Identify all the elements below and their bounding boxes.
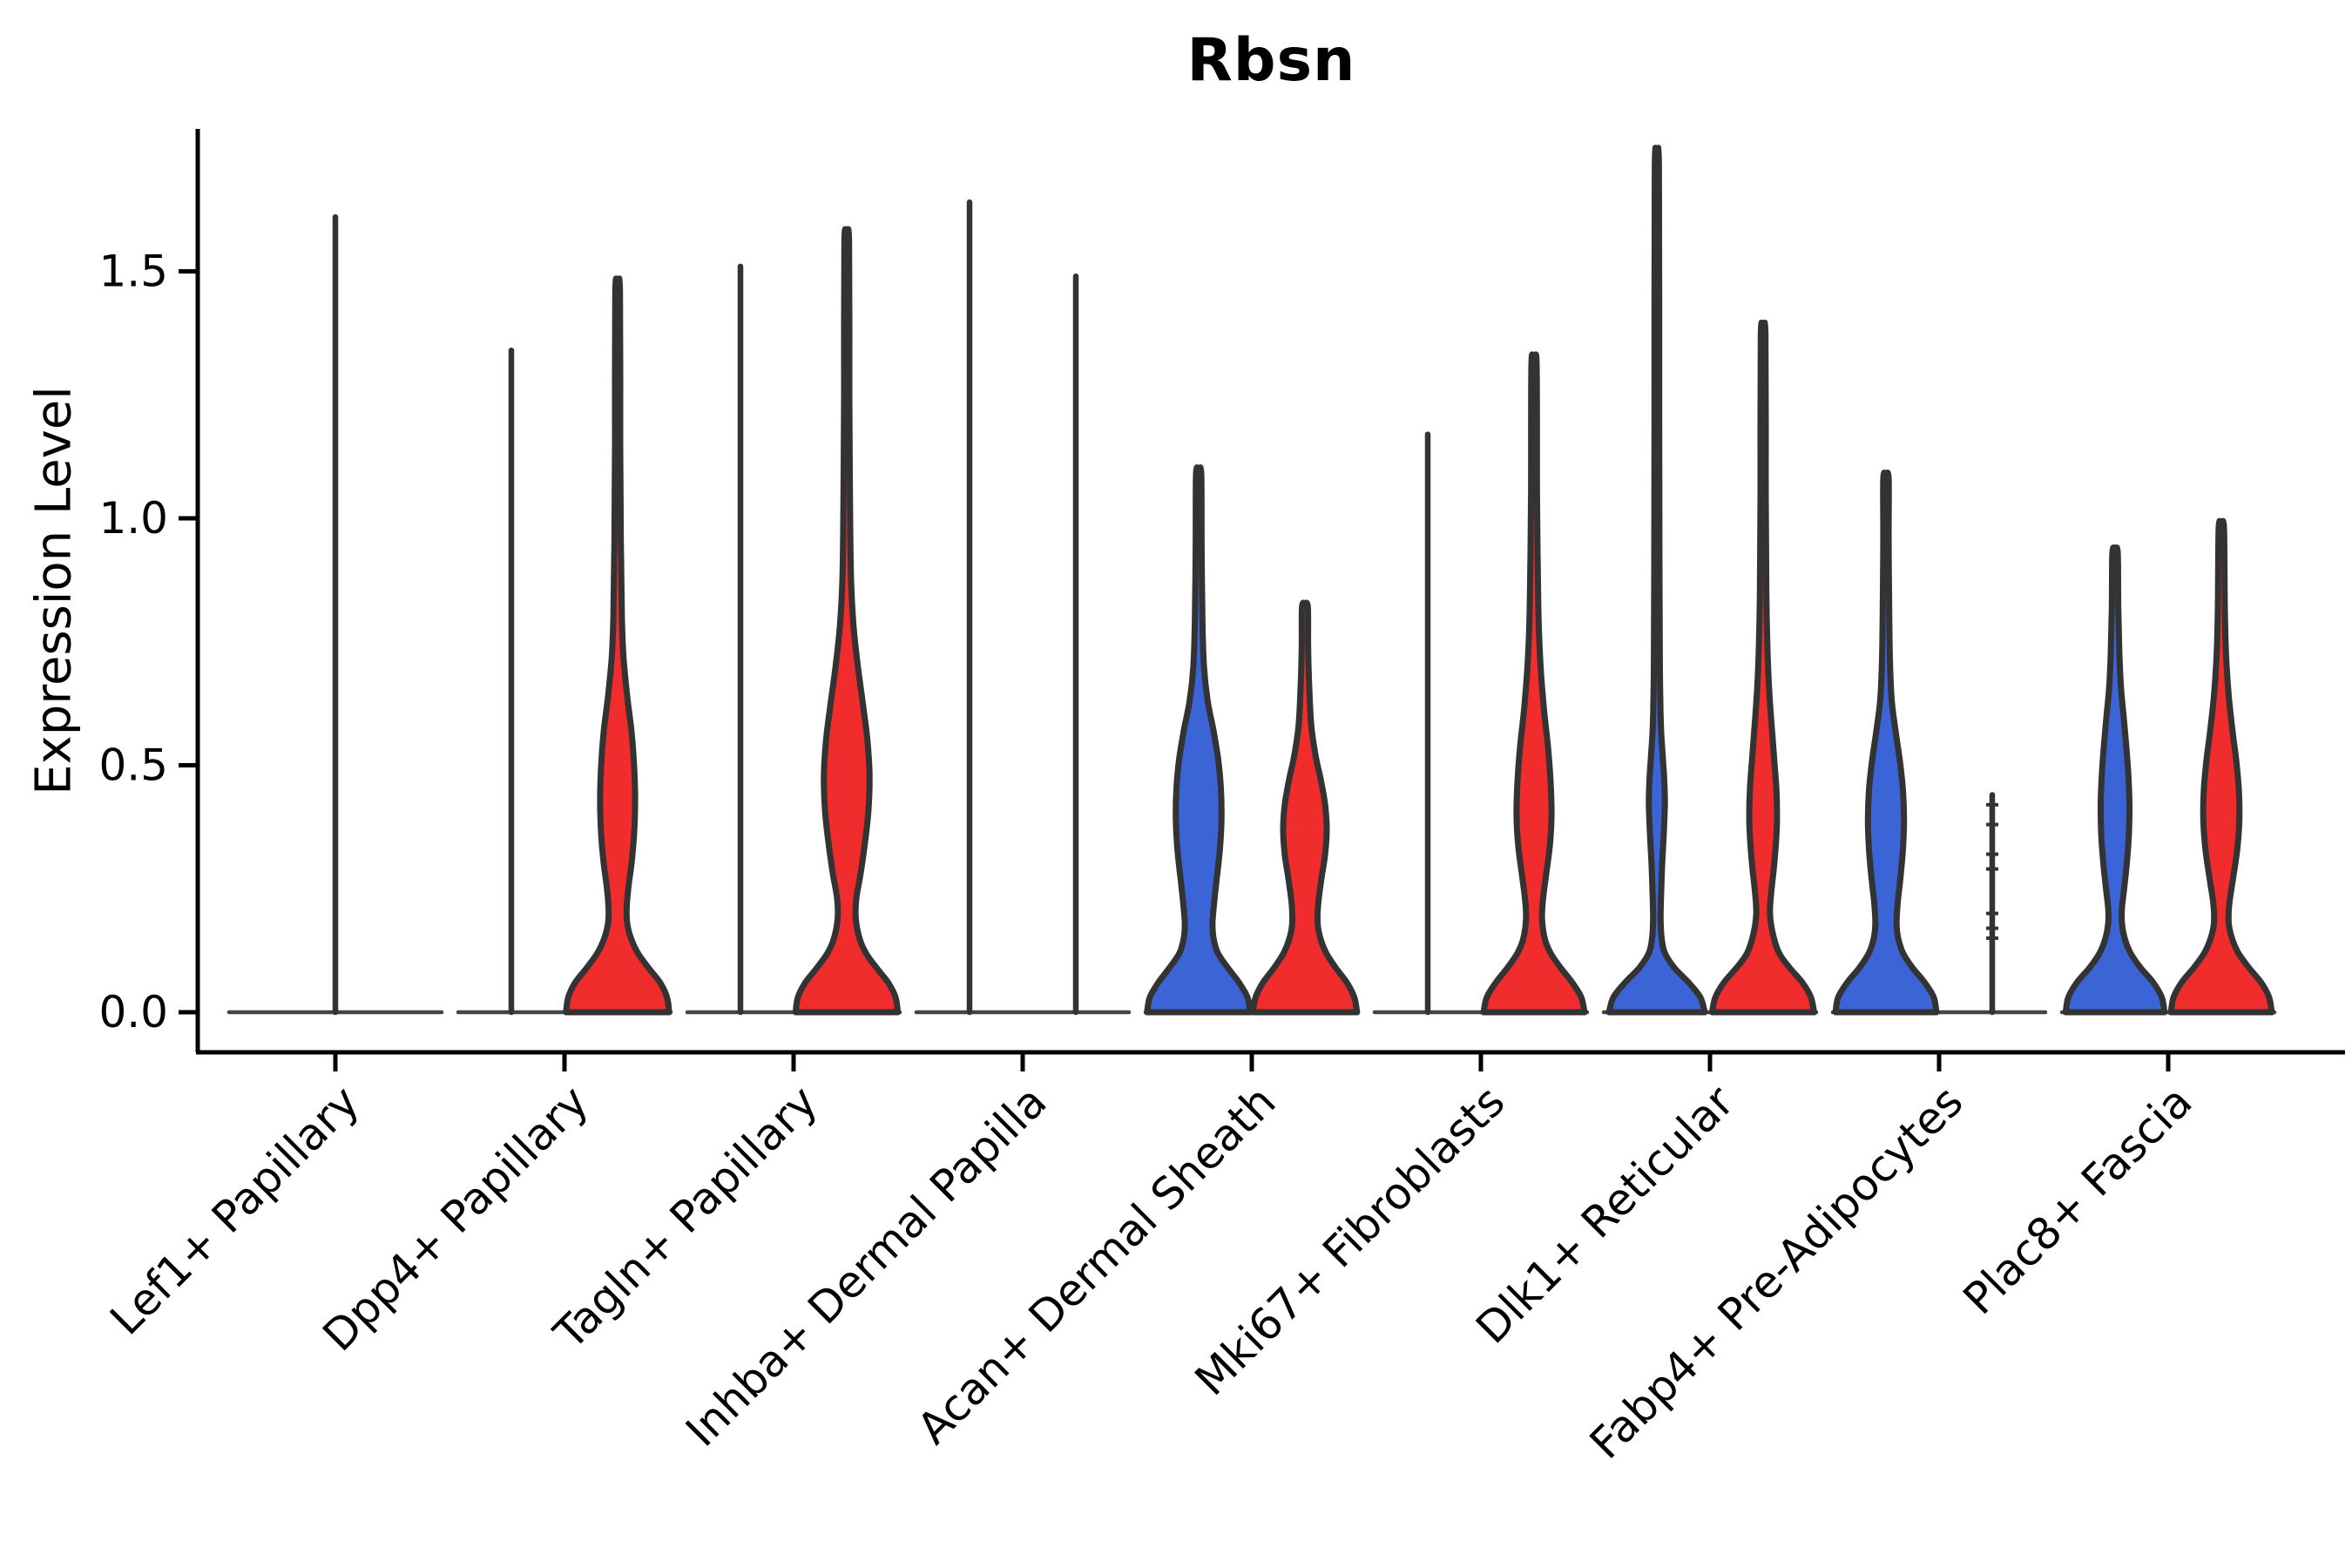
x-tick-label: Lef1+ Papillary: [100, 1076, 368, 1344]
y-tick-label: 1.0: [98, 493, 168, 544]
violin-4-left-blue: [1144, 464, 1254, 1016]
violin-8-right-red: [2167, 517, 2275, 1016]
y-tick-label: 1.5: [98, 247, 168, 297]
violin-6-left-blue: [1605, 145, 1708, 1016]
violin-6-right-red: [1708, 319, 1818, 1016]
violin-2-right-red: [792, 226, 902, 1016]
violin-1-right-red: [563, 275, 672, 1016]
violin-7-left-blue: [1832, 470, 1940, 1016]
violin-8-left-blue: [2062, 544, 2168, 1016]
y-tick-label: 0.0: [98, 987, 168, 1037]
violin-4-right-red: [1249, 599, 1361, 1016]
y-axis-label: Expression Level: [25, 386, 83, 795]
chart-title: Rbsn: [1186, 26, 1356, 95]
x-tick-label: Plac8+ Fascia: [1954, 1076, 2202, 1324]
x-tick-label: Fabp4+ Pre-Adipocytes: [1580, 1076, 1973, 1469]
y-tick-label: 0.5: [98, 740, 168, 791]
violin-5-right-red: [1480, 351, 1588, 1016]
